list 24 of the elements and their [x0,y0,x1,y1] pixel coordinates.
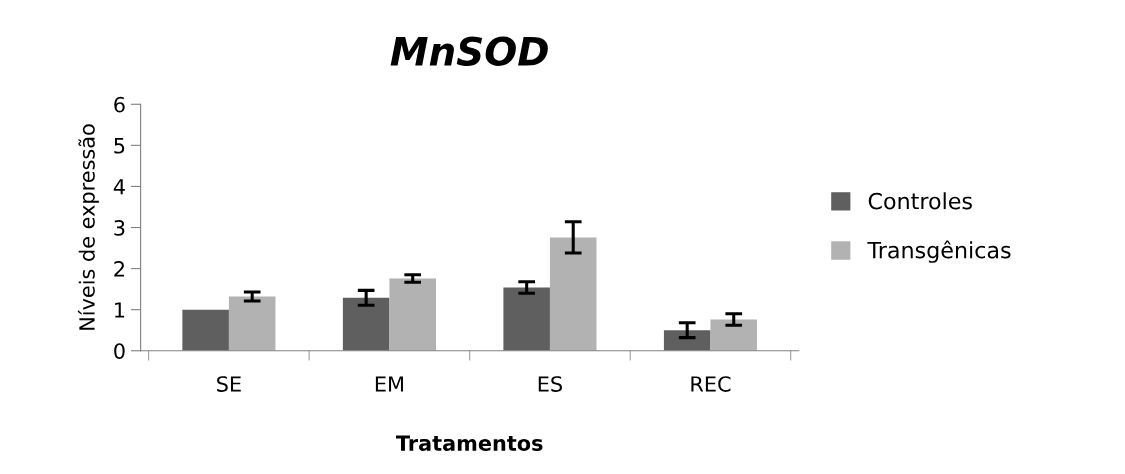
y-tick-label: 2 [114,261,124,277]
legend-label: Controles [868,192,972,210]
y-tick-label: 6 [114,96,125,113]
y-axis-title: Níveis de expressão [77,124,99,330]
bar [182,309,229,351]
chart-title: MnSOD [390,36,548,66]
bar [710,319,758,351]
x-axis-title: Tratamentos [395,435,543,451]
y-tick-label: 4 [113,179,125,195]
legend-label: Transgênicas [867,240,1011,263]
bar [663,330,711,351]
y-tick-label: 3 [114,219,125,236]
x-tick-label: REC [691,376,731,392]
bar [503,287,550,351]
bar [389,278,436,351]
bar [549,237,597,351]
y-tick-label: 0 [114,343,125,359]
bar [342,297,390,351]
x-tick-label: SE [217,376,241,392]
x-tick-label: ES [538,376,562,392]
y-tick-label: 1 [115,302,125,318]
bar [228,296,276,351]
x-tick-label: EM [375,376,403,392]
y-tick-label: 5 [114,138,125,154]
